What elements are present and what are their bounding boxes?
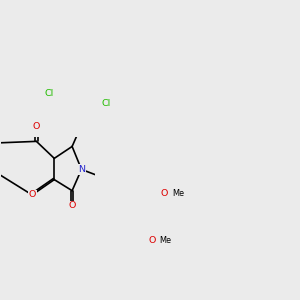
Text: O: O (33, 122, 40, 130)
Text: N: N (78, 165, 85, 174)
Text: O: O (68, 202, 76, 211)
Text: Me: Me (160, 236, 172, 245)
Text: Cl: Cl (45, 89, 54, 98)
Text: O: O (161, 189, 168, 198)
Text: O: O (149, 236, 156, 245)
Text: O: O (28, 190, 36, 200)
Text: Cl: Cl (101, 99, 110, 108)
Text: Me: Me (172, 189, 184, 198)
